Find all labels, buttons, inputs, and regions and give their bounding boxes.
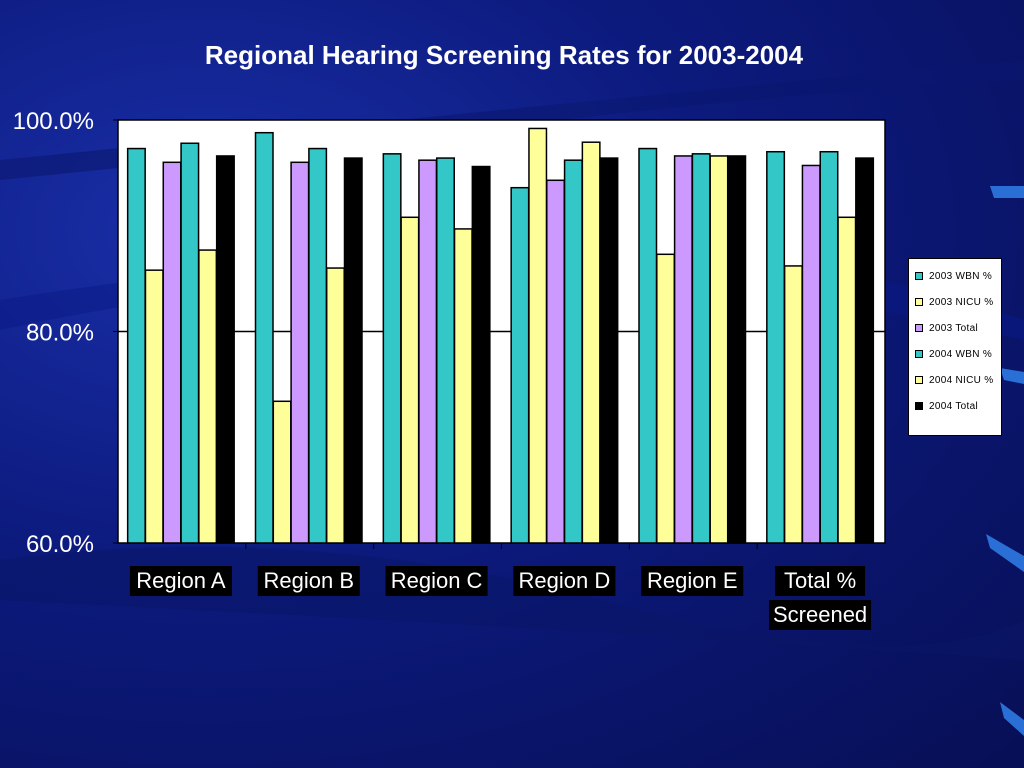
bar <box>783 265 803 544</box>
bar <box>418 159 438 544</box>
legend-swatch <box>915 324 923 332</box>
bar <box>581 141 601 544</box>
legend-label: 2004 Total <box>929 400 978 412</box>
bar <box>673 155 693 544</box>
x-tick-label: Region A <box>136 568 226 593</box>
bar <box>325 267 345 544</box>
x-label-background <box>257 566 360 596</box>
bar <box>290 161 310 544</box>
bar <box>855 157 875 544</box>
bar <box>546 179 566 544</box>
legend-item: 2003 Total <box>915 315 1001 341</box>
x-tick-label: Total % <box>784 568 856 593</box>
bar <box>656 253 676 544</box>
bar <box>254 131 274 544</box>
x-label-background <box>513 566 616 596</box>
x-tick-label: Region D <box>519 568 611 593</box>
y-tick-label: 80.0% <box>26 320 94 347</box>
bar <box>453 228 473 544</box>
x-label-background <box>641 566 744 596</box>
bar <box>471 165 491 544</box>
bar <box>837 216 857 544</box>
x-tick-label: Region B <box>263 568 354 593</box>
legend-label: 2004 NICU % <box>929 374 994 386</box>
bar <box>638 147 658 544</box>
legend-item: 2004 NICU % <box>915 367 1001 393</box>
legend-swatch <box>915 298 923 306</box>
bar <box>435 157 455 544</box>
legend-swatch <box>915 272 923 280</box>
bar <box>819 150 839 544</box>
chart-legend: 2003 WBN % 2003 NICU % 2003 Total 2004 WBN … <box>908 258 1002 436</box>
legend-label: 2003 WBN % <box>929 270 993 282</box>
x-label-background <box>775 566 866 596</box>
bar <box>400 216 420 544</box>
legend-swatch <box>915 350 923 358</box>
bar <box>144 269 164 544</box>
legend-label: 2003 Total <box>929 322 978 334</box>
bar <box>198 249 218 544</box>
x-tick-label: Region E <box>647 568 738 593</box>
x-tick-label: Screened <box>773 602 867 627</box>
legend-item: 2003 WBN % <box>915 263 1001 289</box>
y-tick-label: 100.0% <box>13 108 94 135</box>
bar <box>215 155 235 544</box>
legend-label: 2003 NICU % <box>929 296 994 308</box>
y-tick-label: 60.0% <box>26 531 94 558</box>
bar <box>709 155 729 544</box>
legend-item: 2004 WBN % <box>915 341 1001 367</box>
legend-swatch <box>915 376 923 384</box>
bar <box>563 159 583 544</box>
legend-item: 2003 NICU % <box>915 289 1001 315</box>
x-tick-label: Region C <box>391 568 483 593</box>
legend-label: 2004 WBN % <box>929 348 993 360</box>
bar <box>382 153 402 544</box>
x-label-background <box>385 566 488 596</box>
x-label-background <box>129 566 232 596</box>
bar <box>727 155 747 544</box>
bar <box>766 150 786 544</box>
bar <box>528 127 548 544</box>
bar <box>801 164 821 544</box>
bar <box>126 147 146 544</box>
bar <box>272 400 292 544</box>
legend-swatch <box>915 402 923 410</box>
bar <box>308 147 328 544</box>
bar <box>162 161 182 544</box>
bar <box>599 157 619 544</box>
bar <box>343 157 363 544</box>
bar <box>691 153 711 544</box>
bar <box>180 142 200 544</box>
legend-item: 2004 Total <box>915 393 1001 419</box>
x-label-background <box>769 600 872 630</box>
bar <box>510 186 530 544</box>
chart-title: Regional Hearing Screening Rates for 200… <box>204 40 804 70</box>
